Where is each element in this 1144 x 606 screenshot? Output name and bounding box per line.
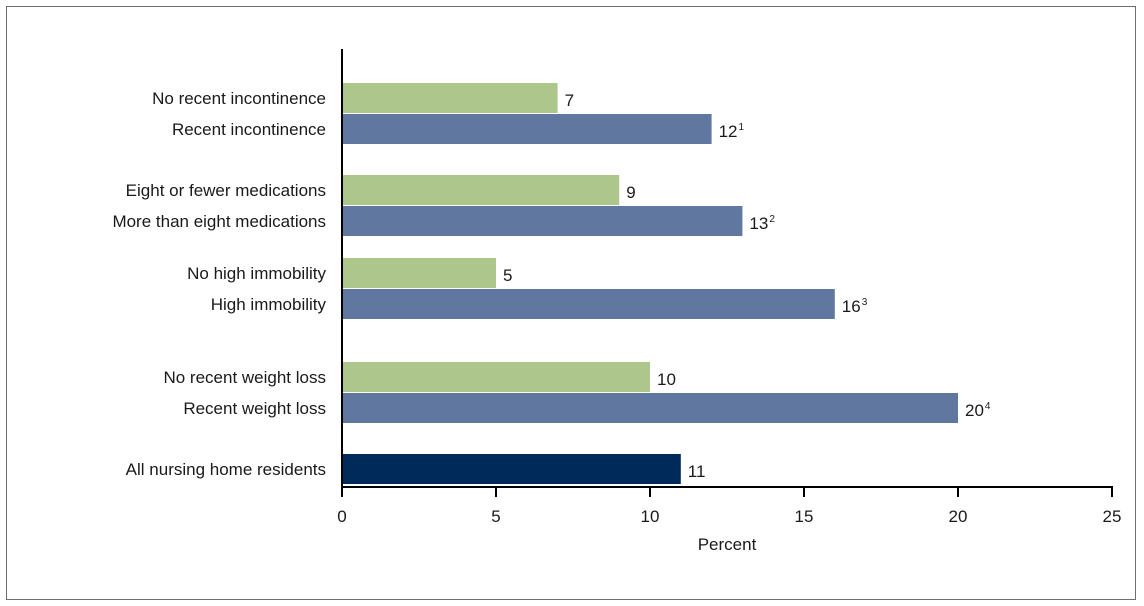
category-label-no-recent-weight-loss: No recent weight loss <box>163 368 326 387</box>
category-label-recent-weight-loss: Recent weight loss <box>183 399 326 418</box>
bar-recent-incontinence <box>342 114 712 144</box>
category-label-all-nursing-home-residents: All nursing home residents <box>126 460 326 479</box>
value-number: 5 <box>503 266 512 285</box>
footnote-marker: 1 <box>739 122 745 133</box>
bar-no-high-immobility <box>342 258 496 288</box>
x-tick-label: 20 <box>949 507 968 526</box>
x-tick-label: 25 <box>1103 507 1122 526</box>
category-label-no-recent-incontinence: No recent incontinence <box>152 89 326 108</box>
bar-eight-or-fewer-medications <box>342 175 620 205</box>
category-label-high-immobility: High immobility <box>211 295 327 314</box>
value-number: 11 <box>688 462 706 481</box>
value-label-no-recent-incontinence: 7 <box>565 91 574 110</box>
category-label-eight-or-fewer-medications: Eight or fewer medications <box>126 181 326 200</box>
value-label-all-nursing-home-residents: 11 <box>688 462 706 481</box>
value-number: 13 <box>749 214 768 233</box>
value-label-eight-or-fewer-medications: 9 <box>626 183 635 202</box>
value-number: 10 <box>657 370 676 389</box>
footnote-marker: 2 <box>769 214 775 225</box>
value-label-no-recent-weight-loss: 10 <box>657 370 676 389</box>
x-tick-label: 10 <box>641 507 660 526</box>
labels-layer: No recent incontinence 7 Recent incontinen… <box>112 89 990 481</box>
value-number: 16 <box>842 297 861 316</box>
value-number: 9 <box>626 183 635 202</box>
category-label-more-than-eight-medications: More than eight medications <box>112 212 326 231</box>
value-number: 7 <box>565 91 574 110</box>
x-axis-title: Percent <box>698 535 757 554</box>
value-label-no-high-immobility: 5 <box>503 266 512 285</box>
footnote-marker: 3 <box>862 297 868 308</box>
value-label-more-than-eight-medications: 132 <box>749 214 775 233</box>
bar-recent-weight-loss <box>342 393 958 423</box>
bar-no-recent-weight-loss <box>342 362 650 392</box>
x-tick-label: 0 <box>337 507 346 526</box>
bars-layer <box>342 83 958 484</box>
value-label-recent-weight-loss: 204 <box>965 401 991 420</box>
value-label-recent-incontinence: 121 <box>719 122 745 141</box>
category-label-no-high-immobility: No high immobility <box>187 264 326 283</box>
bar-no-recent-incontinence <box>342 83 558 113</box>
x-tick-label: 15 <box>795 507 814 526</box>
bar-all-nursing-home-residents <box>342 454 681 484</box>
chart-frame <box>6 6 1136 600</box>
value-label-high-immobility: 163 <box>842 297 868 316</box>
value-number: 12 <box>719 122 738 141</box>
x-tick-label: 5 <box>491 507 500 526</box>
footnote-marker: 4 <box>985 401 991 412</box>
bar-more-than-eight-medications <box>342 206 743 236</box>
value-number: 20 <box>965 401 984 420</box>
category-label-recent-incontinence: Recent incontinence <box>172 120 326 139</box>
bar-high-immobility <box>342 289 835 319</box>
